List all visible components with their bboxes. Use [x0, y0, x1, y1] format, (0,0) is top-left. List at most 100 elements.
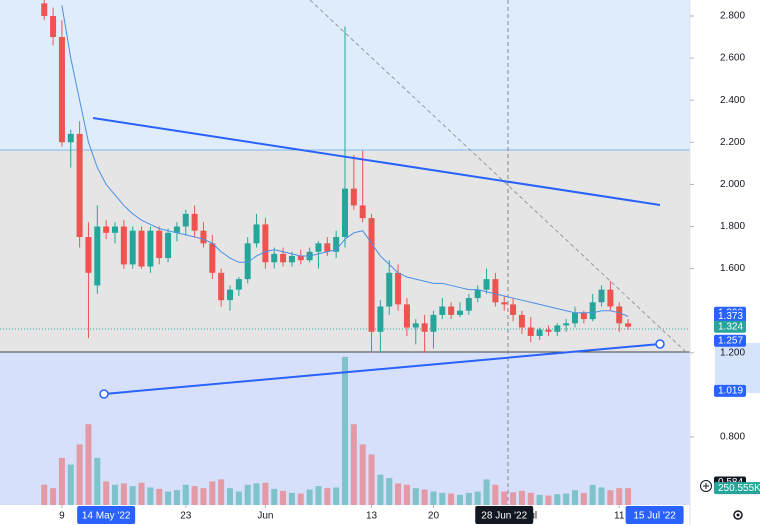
candle-body [147, 230, 154, 267]
volume-bar [377, 474, 384, 505]
candle-body [598, 289, 605, 303]
candle-body [518, 314, 525, 328]
volume-bar [315, 486, 322, 505]
candle-body [589, 302, 596, 320]
volume-bar [165, 491, 172, 505]
candle-body [377, 306, 384, 332]
volume-bar [271, 488, 278, 505]
candle-body [76, 133, 83, 238]
volume-bar [173, 490, 180, 505]
candle-body [439, 306, 446, 315]
volume-bar [120, 483, 127, 505]
volume-bar [200, 488, 207, 505]
volume-bar [465, 492, 472, 505]
candle-body [165, 232, 172, 259]
volume-bar [138, 482, 145, 505]
candle-body [262, 224, 269, 263]
volume-bar [297, 493, 304, 505]
volume-bar [333, 487, 340, 505]
volume-bar [572, 490, 578, 505]
volume-bar [536, 494, 543, 505]
volume-bar [244, 484, 251, 505]
price-tag [714, 384, 746, 397]
volume-bar [589, 484, 596, 505]
volume-bar [386, 478, 393, 505]
y-tick-label: 1.600 [720, 263, 745, 274]
price-tag-label: 1.257 [718, 335, 743, 346]
volume-bar [182, 484, 189, 505]
volume-bar [607, 490, 614, 505]
volume-bar [85, 424, 92, 505]
volume-bar [395, 483, 402, 505]
volume-bar [527, 492, 534, 505]
candle-body [173, 226, 180, 233]
axis-labels: 2.800 2.600 2.400 2.200 2.000 1.800 1.600 1.200… [59, 11, 760, 524]
trend-handle[interactable] [655, 339, 665, 349]
volume-bar [403, 484, 410, 505]
volume-bar [554, 494, 561, 505]
trend-handle[interactable] [99, 389, 109, 399]
candle-body [253, 224, 260, 244]
candle-body [227, 289, 233, 301]
candle-body [333, 237, 340, 252]
candle-body [280, 253, 287, 263]
candle-body [218, 272, 225, 301]
y-tick-label: 2.200 [720, 137, 745, 148]
volume-bar [598, 487, 605, 505]
trend-line [103, 343, 661, 395]
trend-line [309, 0, 687, 353]
x-tick-label: 20 [428, 511, 440, 522]
volume-bar [76, 444, 83, 505]
candle-body [67, 133, 74, 143]
volume-bar [324, 488, 331, 505]
trend-line [92, 117, 661, 206]
date-tag-label: 15 Jul '22 [633, 511, 676, 522]
volume-bar [580, 492, 587, 505]
volume-bar [41, 484, 48, 505]
candle-body [527, 327, 534, 336]
volume-bar [147, 487, 154, 505]
volume-bar [421, 489, 428, 505]
volume-bar [112, 484, 118, 505]
x-tick-label: 9 [59, 511, 65, 522]
candle-body [129, 230, 136, 265]
volume-bar [218, 479, 225, 505]
axis-range-highlight [715, 343, 760, 393]
candle-body [580, 312, 587, 320]
candle-body [501, 302, 508, 305]
candle-body [616, 306, 623, 324]
volume-bar [368, 454, 375, 505]
volume-bar [58, 457, 65, 505]
volume-bar [457, 494, 463, 505]
plot [41, 0, 632, 505]
candle-body [536, 329, 543, 336]
candle-body [554, 325, 561, 332]
candle-body [191, 213, 198, 231]
volume-bar [191, 486, 198, 505]
candle-body [350, 188, 357, 206]
y-tick-label: 1.200 [720, 347, 745, 358]
candle-body [315, 243, 322, 252]
candle-body [403, 304, 410, 328]
add-button[interactable] [700, 480, 712, 492]
candle-body [412, 323, 419, 328]
date-tag-label: 28 Jun '22 [481, 511, 527, 522]
settings-icon[interactable] [733, 510, 743, 520]
x-tick-label: 23 [180, 511, 192, 522]
candle-body [448, 306, 455, 315]
candle-body [510, 304, 517, 315]
volume-bar [67, 464, 74, 505]
price-tag-label: 1.373 [718, 311, 743, 322]
volume-bar [129, 486, 136, 505]
x-tick-label: 13 [366, 511, 378, 522]
candle-body [359, 205, 366, 219]
price-tag [714, 334, 746, 347]
volume-bar [448, 493, 455, 505]
x-axis [0, 505, 760, 525]
volume-bar [501, 491, 508, 505]
candle-body [156, 230, 163, 259]
volume-bar [474, 491, 481, 505]
candle-body [58, 37, 65, 143]
date-tag [475, 506, 534, 524]
price-tag [714, 310, 746, 323]
